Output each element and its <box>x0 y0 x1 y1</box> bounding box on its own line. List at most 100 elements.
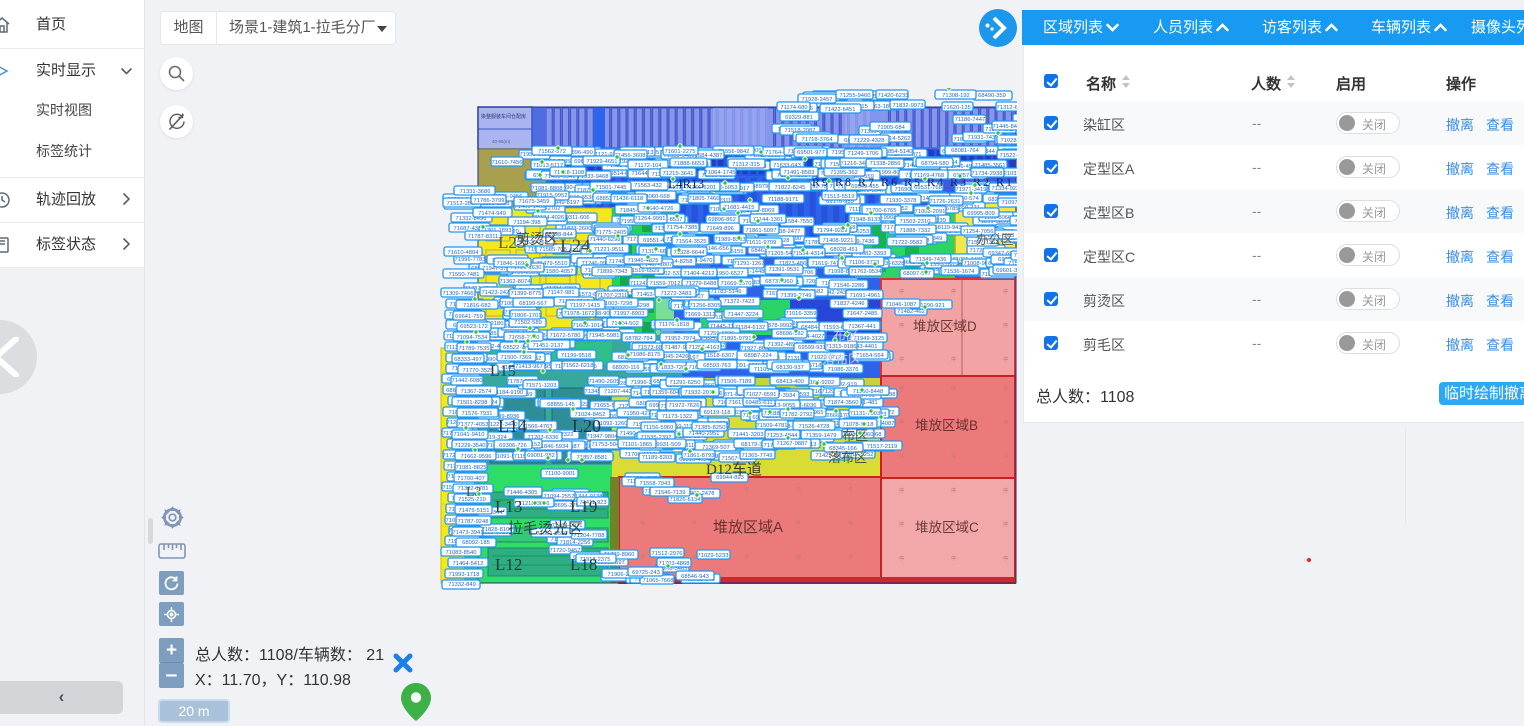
svg-text:68413-400: 68413-400 <box>776 379 804 385</box>
svg-text:71249-1706: 71249-1706 <box>848 151 879 157</box>
svg-text:69641-759: 69641-759 <box>455 314 483 320</box>
svg-text:71614-8258: 71614-8258 <box>662 259 693 265</box>
svg-text:71775-2405: 71775-2405 <box>596 230 627 236</box>
svg-text:71500-7369: 71500-7369 <box>501 355 532 361</box>
svg-text:69931-509: 69931-509 <box>653 442 681 448</box>
svg-text:71929-4651: 71929-4651 <box>587 159 618 165</box>
svg-text:71046-1087: 71046-1087 <box>886 302 917 308</box>
svg-text:71221-9511: 71221-9511 <box>594 247 625 253</box>
svg-text:停: 停 <box>744 486 749 493</box>
svg-text:71669-9570: 71669-9570 <box>721 281 752 287</box>
svg-text:71547-1362: 71547-1362 <box>968 240 999 246</box>
svg-text:染整服装车间仓配房: 染整服装车间仓配房 <box>481 113 526 120</box>
svg-text:71874-3560: 71874-3560 <box>828 400 859 406</box>
svg-text:71783-5146: 71783-5146 <box>711 289 742 295</box>
svg-text:71556-9842: 71556-9842 <box>719 149 750 155</box>
svg-text:停: 停 <box>951 521 956 528</box>
svg-text:71624-502: 71624-502 <box>611 321 639 327</box>
svg-text:71764-802: 71764-802 <box>765 150 793 156</box>
svg-text:71564-3525: 71564-3525 <box>676 239 707 245</box>
svg-text:71150-8448: 71150-8448 <box>853 389 884 395</box>
svg-text:71822-8245: 71822-8245 <box>775 185 806 191</box>
svg-text:停: 停 <box>899 521 904 528</box>
svg-text:68896-490: 68896-490 <box>565 150 593 156</box>
svg-text:71948-8133: 71948-8133 <box>850 217 881 223</box>
svg-text:71684-4387: 71684-4387 <box>692 153 723 159</box>
svg-text:68081-764: 68081-764 <box>951 148 979 154</box>
svg-text:68146-656: 68146-656 <box>701 246 729 252</box>
svg-text:71993-1718: 71993-1718 <box>449 572 480 578</box>
svg-text:71503-2310: 71503-2310 <box>900 219 931 225</box>
svg-text:68097-507: 68097-507 <box>903 271 931 277</box>
svg-text:71315-9186: 71315-9186 <box>826 344 857 350</box>
svg-text:停: 停 <box>899 385 904 392</box>
svg-text:71576-7931: 71576-7931 <box>462 411 493 417</box>
svg-text:71861-8793: 71861-8793 <box>684 453 715 459</box>
svg-text:71905-684: 71905-684 <box>877 125 905 131</box>
svg-text:布区: 布区 <box>842 428 868 443</box>
svg-text:71332-849: 71332-849 <box>448 582 476 588</box>
svg-text:停: 停 <box>796 520 801 527</box>
svg-text:71464-5412: 71464-5412 <box>453 561 484 567</box>
svg-text:71619-7479: 71619-7479 <box>812 261 843 267</box>
svg-text:69523-172: 69523-172 <box>460 324 488 330</box>
svg-text:68920-116: 68920-116 <box>612 365 639 371</box>
svg-text:71861-5097: 71861-5097 <box>746 228 777 234</box>
svg-text:71440-2951: 71440-2951 <box>689 431 720 437</box>
svg-text:71215-3641: 71215-3641 <box>663 171 694 177</box>
svg-text:68737-960: 68737-960 <box>765 279 793 285</box>
svg-text:71423-2422: 71423-2422 <box>482 290 513 296</box>
svg-text:71385-8250: 71385-8250 <box>695 425 726 431</box>
svg-text:停: 停 <box>899 288 904 295</box>
svg-text:71456-3608: 71456-3608 <box>615 153 646 159</box>
svg-text:69599-931: 69599-931 <box>798 345 826 351</box>
svg-text:办公区: 办公区 <box>976 232 1014 247</box>
svg-text:71246-4994: 71246-4994 <box>948 164 980 170</box>
svg-text:71473-3941: 71473-3941 <box>453 530 484 536</box>
svg-text:71264-9991: 71264-9991 <box>635 216 666 222</box>
svg-text:停: 停 <box>640 554 645 561</box>
svg-text:71471-1448: 71471-1448 <box>734 269 765 275</box>
svg-text:71083-8540: 71083-8540 <box>446 550 477 556</box>
svg-text:停: 停 <box>951 555 956 562</box>
svg-text:69549-455: 69549-455 <box>851 184 879 190</box>
svg-text:停: 停 <box>899 356 904 363</box>
svg-text:停: 停 <box>1003 385 1008 392</box>
svg-text:71506-7189: 71506-7189 <box>721 379 752 385</box>
svg-text:71272-3483: 71272-3483 <box>661 291 692 297</box>
svg-text:71440-6298: 71440-6298 <box>590 237 621 243</box>
svg-text:69551-447: 69551-447 <box>643 238 671 244</box>
svg-text:69501-977: 69501-977 <box>797 150 825 156</box>
svg-text:71558-7943: 71558-7943 <box>640 481 671 487</box>
svg-text:68119-943: 68119-943 <box>934 225 961 231</box>
svg-text:71174-680: 71174-680 <box>780 105 807 111</box>
svg-text:71377-4053: 71377-4053 <box>458 422 489 428</box>
svg-text:71501-8298: 71501-8298 <box>457 400 488 406</box>
svg-text:68546-943: 68546-943 <box>681 574 709 580</box>
svg-text:69176-989: 69176-989 <box>826 199 854 205</box>
svg-text:71837-4246: 71837-4246 <box>834 301 865 307</box>
svg-text:68853-988: 68853-988 <box>596 196 624 202</box>
svg-text:71770-3525: 71770-3525 <box>463 368 494 374</box>
svg-text:71580-4057: 71580-4057 <box>543 269 574 275</box>
svg-text:71003-7298: 71003-7298 <box>602 301 633 307</box>
svg-text:停: 停 <box>951 288 956 295</box>
svg-text:71516-6529: 71516-6529 <box>629 268 660 274</box>
svg-text:L24: L24 <box>560 236 591 257</box>
svg-text:停: 停 <box>796 486 801 493</box>
svg-text:71391-9531: 71391-9531 <box>769 267 800 273</box>
svg-text:71359-6047: 71359-6047 <box>652 390 683 396</box>
svg-text:71027-6591: 71027-6591 <box>746 392 777 398</box>
svg-text:71436-6118: 71436-6118 <box>613 196 644 202</box>
svg-text:71309-7466: 71309-7466 <box>443 291 474 297</box>
svg-text:停: 停 <box>1003 555 1008 562</box>
svg-text:71816-682: 71816-682 <box>463 303 491 309</box>
svg-text:71131-7003: 71131-7003 <box>850 411 881 417</box>
svg-text:71805-7460: 71805-7460 <box>689 196 720 202</box>
svg-text:71420-6233: 71420-6233 <box>878 93 909 99</box>
svg-text:71691-4961: 71691-4961 <box>850 293 881 299</box>
svg-text:71806-1701: 71806-1701 <box>511 313 542 319</box>
svg-text:71092-1260: 71092-1260 <box>597 421 628 427</box>
svg-text:68979-653: 68979-653 <box>752 184 780 190</box>
svg-text:71895-9791: 71895-9791 <box>721 336 752 342</box>
